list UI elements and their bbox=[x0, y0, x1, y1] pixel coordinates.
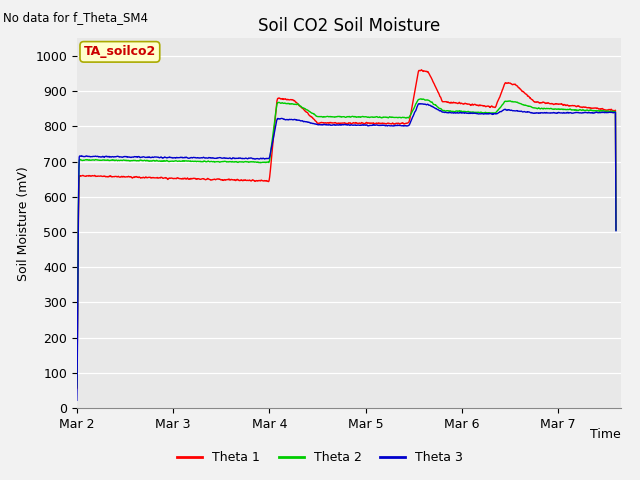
Theta 2 bbox=[596, 108, 604, 114]
Theta 1 bbox=[100, 173, 108, 179]
Theta 2 bbox=[417, 96, 425, 102]
Theta 3 bbox=[73, 397, 81, 403]
Theta 1 bbox=[612, 227, 620, 232]
Text: Time: Time bbox=[590, 428, 621, 441]
Theta 2 bbox=[596, 108, 604, 113]
Theta 2 bbox=[335, 114, 343, 120]
Theta 3 bbox=[321, 121, 328, 127]
Theta 2 bbox=[73, 384, 81, 390]
Theta 1 bbox=[73, 385, 81, 391]
Theta 3 bbox=[100, 155, 108, 160]
Theta 3 bbox=[612, 228, 620, 234]
Legend: Theta 1, Theta 2, Theta 3: Theta 1, Theta 2, Theta 3 bbox=[172, 446, 468, 469]
Theta 1 bbox=[596, 106, 604, 112]
Theta 1 bbox=[335, 120, 343, 126]
Theta 3 bbox=[596, 109, 604, 115]
Text: No data for f_Theta_SM4: No data for f_Theta_SM4 bbox=[3, 11, 148, 24]
Theta 1 bbox=[321, 120, 328, 126]
Theta 3 bbox=[596, 110, 604, 116]
Theta 2 bbox=[498, 103, 506, 108]
Theta 2 bbox=[100, 157, 108, 163]
Theta 2 bbox=[321, 114, 328, 120]
Theta 3 bbox=[335, 122, 343, 128]
Theta 3 bbox=[415, 101, 422, 107]
Theta 1 bbox=[596, 106, 604, 112]
Theta 3 bbox=[498, 108, 506, 114]
Line: Theta 2: Theta 2 bbox=[77, 99, 616, 387]
Line: Theta 1: Theta 1 bbox=[77, 70, 616, 388]
Theta 1 bbox=[418, 67, 426, 72]
Theta 1 bbox=[498, 89, 506, 95]
Text: TA_soilco2: TA_soilco2 bbox=[84, 45, 156, 59]
Title: Soil CO2 Soil Moisture: Soil CO2 Soil Moisture bbox=[258, 17, 440, 36]
Theta 2 bbox=[612, 227, 620, 233]
Line: Theta 3: Theta 3 bbox=[77, 104, 616, 400]
Y-axis label: Soil Moisture (mV): Soil Moisture (mV) bbox=[17, 166, 29, 281]
